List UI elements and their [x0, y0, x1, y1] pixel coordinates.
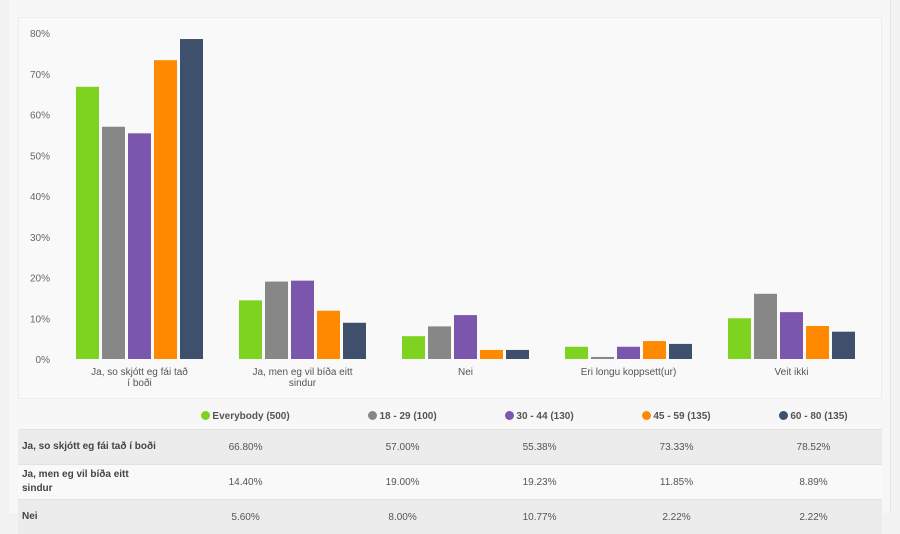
table-cell: 8.00%: [334, 500, 471, 534]
bar[interactable]: [454, 315, 477, 359]
table-cell: 66.80%: [157, 430, 334, 465]
bar[interactable]: [428, 326, 451, 359]
bar[interactable]: [154, 60, 177, 359]
right-divider: [890, 0, 891, 513]
table-cell: 2.22%: [745, 500, 882, 534]
bar[interactable]: [102, 127, 125, 359]
column-header: 18 - 29 (100): [334, 403, 471, 430]
y-tick-label: 80%: [30, 29, 50, 40]
y-tick-label: 20%: [30, 274, 50, 285]
x-category-label: Nei: [458, 367, 473, 378]
bar-chart: 0% 10% 20% 30% 40% 50% 60% 70% 80% Ja, so skjótt …: [19, 18, 883, 400]
legend-dot-icon: [368, 411, 377, 420]
bar[interactable]: [728, 318, 751, 359]
x-category-label: í boði: [127, 377, 151, 389]
column-header-label: 45 - 59 (135): [653, 411, 710, 422]
bar[interactable]: [780, 312, 803, 359]
column-header: 60 - 80 (135): [745, 403, 882, 430]
table-cell: 55.38%: [471, 430, 608, 465]
bar[interactable]: [754, 294, 777, 359]
y-tick-label: 0%: [36, 355, 51, 366]
row-label: Nei: [18, 500, 157, 534]
bar[interactable]: [265, 282, 288, 359]
bar[interactable]: [180, 39, 203, 359]
x-category-label: sindur: [289, 378, 317, 389]
column-header: 45 - 59 (135): [608, 403, 745, 430]
y-tick-label: 50%: [30, 151, 50, 162]
table-row: Nei 5.60% 8.00% 10.77% 2.22% 2.22%: [18, 500, 882, 534]
bar[interactable]: [669, 344, 692, 359]
bar[interactable]: [343, 323, 366, 359]
data-table: Everybody (500) 18 - 29 (100) 30 - 44 (1…: [18, 403, 882, 534]
bar[interactable]: [128, 133, 151, 359]
table-row: Ja, so skjótt eg fái tað í boði 66.80% 5…: [18, 430, 882, 465]
bar[interactable]: [617, 347, 640, 359]
table-cell: 11.85%: [608, 465, 745, 500]
y-tick-label: 60%: [30, 111, 50, 122]
x-category-label: Ja, so skjótt eg fái tað: [91, 366, 188, 378]
table-header-row: Everybody (500) 18 - 29 (100) 30 - 44 (1…: [18, 403, 882, 430]
column-header-label: 60 - 80 (135): [790, 411, 847, 422]
table-cell: 2.22%: [608, 500, 745, 534]
y-tick-label: 10%: [30, 314, 50, 325]
row-label: Ja, men eg vil bíða eitt sindur: [18, 465, 157, 500]
bar[interactable]: [806, 326, 829, 359]
legend-dot-icon: [201, 411, 210, 420]
table-cell: 73.33%: [608, 430, 745, 465]
bar[interactable]: [506, 350, 529, 359]
table-row: Ja, men eg vil bíða eitt sindur 14.40% 1…: [18, 465, 882, 500]
table-cell: 14.40%: [157, 465, 334, 500]
y-tick-label: 40%: [30, 192, 50, 203]
bar[interactable]: [76, 87, 99, 359]
legend-dot-icon: [505, 411, 514, 420]
bar[interactable]: [291, 281, 314, 359]
bar[interactable]: [643, 341, 666, 359]
bar[interactable]: [239, 300, 262, 359]
row-label: Ja, so skjótt eg fái tað í boði: [18, 430, 157, 465]
y-tick-label: 30%: [30, 233, 50, 244]
x-category-label: Eri longu koppsett(ur): [581, 367, 677, 378]
y-tick-label: 70%: [30, 70, 50, 81]
column-header-label: 30 - 44 (130): [516, 411, 573, 422]
table-cell: 5.60%: [157, 500, 334, 534]
legend-dot-icon: [779, 411, 788, 420]
bar[interactable]: [317, 311, 340, 359]
bar[interactable]: [591, 357, 614, 359]
table-cell: 57.00%: [334, 430, 471, 465]
x-category-label: Veit ikki: [775, 367, 809, 378]
table-corner: [18, 403, 157, 430]
table-cell: 8.89%: [745, 465, 882, 500]
bar[interactable]: [402, 336, 425, 359]
table-cell: 78.52%: [745, 430, 882, 465]
table-cell: 10.77%: [471, 500, 608, 534]
table-cell: 19.23%: [471, 465, 608, 500]
column-header-label: Everybody (500): [212, 411, 289, 422]
bar[interactable]: [480, 350, 503, 359]
legend-dot-icon: [642, 411, 651, 420]
bar[interactable]: [565, 347, 588, 359]
table-cell: 19.00%: [334, 465, 471, 500]
x-category-label: Ja, men eg vil bíða eitt: [252, 366, 352, 378]
column-header: Everybody (500): [157, 403, 334, 430]
bar[interactable]: [832, 332, 855, 359]
column-header: 30 - 44 (130): [471, 403, 608, 430]
column-header-label: 18 - 29 (100): [379, 411, 436, 422]
chart-panel: 0% 10% 20% 30% 40% 50% 60% 70% 80% Ja, so skjótt …: [18, 17, 882, 399]
